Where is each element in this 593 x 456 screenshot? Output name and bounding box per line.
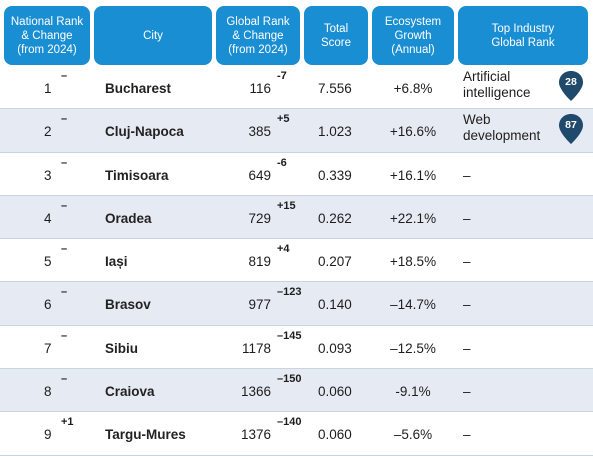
global-rank: 116	[249, 81, 271, 96]
global-rank: 819	[248, 254, 271, 270]
total-score: 1.023	[318, 124, 352, 140]
header-global-rank: Global Rank & Change (from 2024)	[216, 6, 300, 65]
global-rank-change: +15	[277, 199, 296, 212]
city-name: Craiova	[105, 384, 155, 400]
global-rank-change: –150	[277, 373, 302, 386]
global-rank: 729	[248, 210, 271, 226]
industry-global-rank: 28	[565, 76, 577, 88]
total-score: 0.093	[318, 340, 352, 356]
total-score: 0.060	[318, 384, 352, 400]
city-name: Cluj-Napoca	[105, 124, 184, 140]
top-industry: –	[463, 167, 471, 183]
total-score: 7.556	[318, 81, 352, 96]
global-rank-change: -6	[277, 156, 287, 169]
table-row: 6 – Brasov 977 –123 0.140 –14.7% –	[0, 282, 593, 326]
top-industry: Web development	[463, 112, 541, 144]
top-industry: –	[463, 427, 471, 443]
ecosystem-growth: +22.1%	[389, 210, 437, 226]
top-industry: –	[463, 210, 471, 226]
national-rank-change: –	[61, 199, 68, 212]
city-name: Timisoara	[105, 167, 169, 183]
national-rank: 5	[44, 254, 52, 270]
map-pin-icon: 87	[558, 113, 584, 145]
header-top-industry: Top Industry Global Rank	[458, 6, 588, 65]
table-row: 3 – Timisoara 649 -6 0.339 +16.1% –	[0, 153, 593, 196]
global-rank: 1366	[240, 384, 271, 400]
global-rank-change: +4	[277, 243, 290, 256]
city-name: Sibiu	[105, 340, 138, 356]
total-score: 0.060	[318, 427, 352, 443]
city-name: Brasov	[105, 297, 151, 313]
table-row: 1 – Bucharest 116 -7 7.556 +6.8% Artific…	[0, 66, 593, 110]
national-rank: 2	[44, 124, 52, 140]
global-rank: 385	[248, 124, 271, 140]
table-row: 7 – Sibiu 1178 –145 0.093 –12.5% –	[0, 326, 593, 370]
global-rank-change: –140	[277, 416, 302, 429]
industry-global-rank: 87	[565, 119, 577, 132]
city-name: Targu-Mures	[105, 427, 186, 443]
city-name: Bucharest	[105, 81, 172, 96]
top-industry: –	[463, 297, 471, 313]
ranking-table-body: 1 – Bucharest 116 -7 7.556 +6.8% Artific…	[0, 66, 593, 456]
national-rank: 9	[44, 427, 52, 443]
national-rank: 3	[44, 167, 52, 183]
ecosystem-growth: +16.1%	[389, 167, 437, 183]
top-industry: Artificial intelligence	[463, 69, 531, 100]
national-rank-change: –	[61, 156, 68, 169]
national-rank: 7	[44, 340, 52, 356]
ecosystem-growth: -9.1%	[395, 384, 431, 400]
map-pin-icon: 28	[558, 70, 584, 102]
ecosystem-growth: –12.5%	[390, 340, 436, 356]
national-rank-change: –	[61, 243, 68, 256]
global-rank: 1178	[241, 340, 271, 356]
global-rank-change: +5	[277, 113, 290, 126]
ecosystem-growth: –14.7%	[390, 297, 436, 313]
total-score: 0.207	[318, 254, 352, 270]
header-city: City	[94, 6, 212, 65]
ecosystem-growth: +16.6%	[389, 124, 437, 140]
table-row: 8 – Craiova 1366 –150 0.060 -9.1% –	[0, 369, 593, 413]
global-rank-change: –123	[277, 286, 302, 299]
national-rank-change: –	[61, 329, 68, 342]
national-rank: 1	[44, 81, 52, 96]
top-industry: –	[463, 384, 471, 400]
ecosystem-growth: –5.6%	[393, 427, 433, 443]
table-row: 9 +1 Targu-Mures 1376 –140 0.060 –5.6% –	[0, 412, 593, 456]
table-row: 4 – Oradea 729 +15 0.262 +22.1% –	[0, 195, 593, 240]
total-score: 0.140	[318, 297, 352, 313]
ecosystem-growth: +18.5%	[389, 254, 437, 270]
header-ecosystem-growth: Ecosystem Growth (Annual)	[372, 6, 454, 65]
national-rank-change: –	[61, 70, 68, 82]
global-rank-change: –145	[277, 329, 302, 342]
global-rank-change: -7	[277, 70, 287, 82]
header-total-score: Total Score	[304, 6, 368, 65]
total-score: 0.339	[318, 167, 352, 183]
national-rank: 8	[44, 384, 52, 400]
top-industry: –	[463, 254, 471, 270]
national-rank-change: –	[61, 373, 68, 386]
city-name: Oradea	[105, 210, 152, 226]
global-rank: 977	[248, 297, 271, 313]
ecosystem-growth: +6.8%	[393, 81, 433, 96]
national-rank: 6	[44, 297, 52, 313]
global-rank: 1376	[240, 427, 271, 443]
global-rank: 649	[248, 167, 271, 183]
city-name: Iași	[105, 254, 128, 270]
header-national-rank: National Rank & Change (from 2024)	[4, 6, 90, 65]
top-industry: –	[463, 340, 471, 356]
national-rank-change: –	[61, 113, 68, 126]
national-rank-change: –	[61, 286, 68, 299]
total-score: 0.262	[318, 210, 352, 226]
national-rank: 4	[44, 210, 52, 226]
table-row: 2 – Cluj-Napoca 385 +5 1.023 +16.6% Web …	[0, 109, 593, 153]
national-rank-change: +1	[61, 416, 74, 429]
table-row: 5 – Iași 819 +4 0.207 +18.5% –	[0, 239, 593, 283]
